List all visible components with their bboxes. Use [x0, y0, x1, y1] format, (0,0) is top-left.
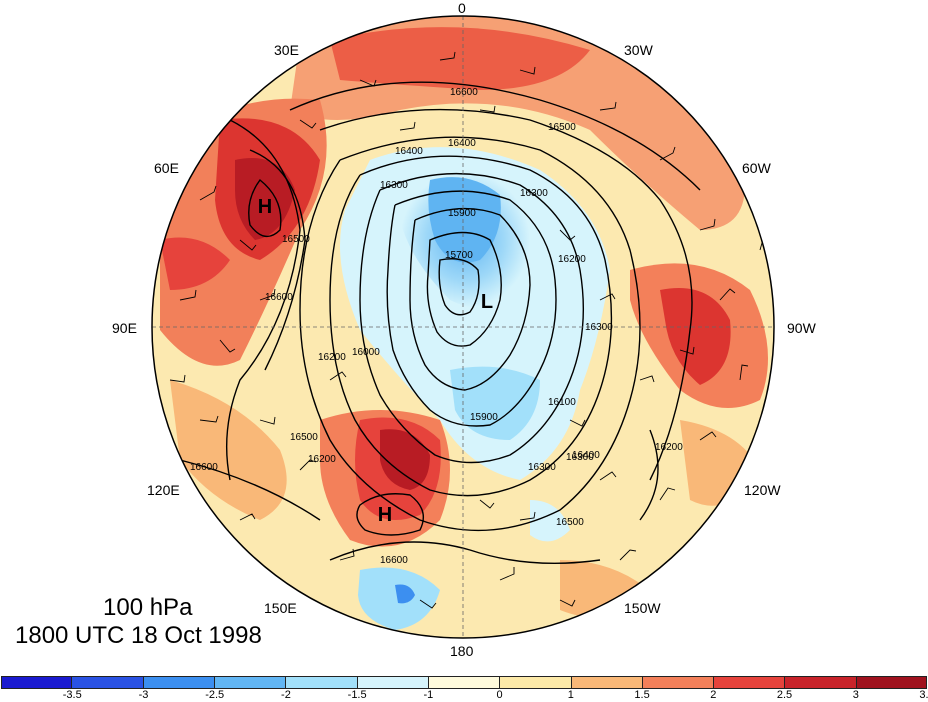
high-center-south: H	[378, 504, 392, 526]
contour-label: 16500	[282, 234, 310, 245]
contour-label: 16500	[556, 517, 584, 528]
colorbar-tick-label: -2.5	[205, 689, 225, 701]
geopotential-contours	[179, 81, 701, 565]
lon-label-90e: 90E	[112, 320, 137, 336]
contour-label: 16200	[558, 254, 586, 265]
contour-label: 16300	[528, 462, 556, 473]
colorbar-tick-label: -3.5	[62, 689, 82, 701]
contour-label: 16500	[548, 122, 576, 133]
colorbar-segment	[72, 676, 144, 689]
contour-label: 16200	[655, 442, 683, 453]
lon-label-30e: 30E	[274, 42, 299, 58]
contour-label: 15900	[448, 208, 476, 219]
contour-label: 15900	[470, 412, 498, 423]
colorbar-tick-label: 2	[710, 689, 717, 701]
colorbar-segment	[642, 676, 715, 689]
valid-time-title: 1800 UTC 18 Oct 1998	[15, 622, 262, 649]
colorbar-tick-label: 0	[496, 689, 503, 701]
contour-labels: 16600 16500 16400 16400 16300 16300 1590…	[190, 87, 683, 566]
lon-label-150w: 150W	[624, 600, 661, 616]
colorbar-segment	[428, 676, 501, 689]
contour-label: 16200	[318, 352, 346, 363]
colorbar-tick-label: -1	[423, 689, 434, 701]
map-border	[151, 15, 775, 639]
lon-label-90w: 90W	[787, 320, 816, 336]
contour-label: 16200	[308, 454, 336, 465]
colorbar-tick-label: 1.5	[634, 689, 650, 701]
lon-label-60w: 60W	[742, 160, 771, 176]
lon-label-180: 180	[450, 643, 474, 659]
lon-label-60e: 60E	[154, 160, 179, 176]
contour-label: 16100	[548, 397, 576, 408]
contour-label: 16300	[520, 188, 548, 199]
contour-label: 16300	[566, 452, 594, 463]
colorbar-tick-label: 3.5	[919, 689, 928, 701]
contour-label: 16400	[448, 138, 476, 149]
contour-label: 16300	[380, 180, 408, 191]
graticule	[152, 16, 774, 638]
colorbar-segment	[856, 676, 928, 689]
contour-label: 16000	[352, 347, 380, 358]
colorbar-segment	[571, 676, 643, 689]
colorbar-tick-label: -3	[138, 689, 149, 701]
lon-label-0: 0	[458, 0, 466, 16]
lon-label-120e: 120E	[147, 482, 180, 498]
contour-label: 15700	[445, 250, 473, 261]
colorbar-segment	[214, 676, 287, 689]
lon-label-120w: 120W	[744, 482, 781, 498]
colorbar-segment	[286, 676, 358, 689]
colorbar-tick-label: -2	[281, 689, 291, 701]
contour-label: 16400	[395, 146, 423, 157]
contour-label: 16600	[190, 462, 218, 473]
contour-label: 16600	[265, 292, 293, 303]
colorbar-tick-label: -1.5	[347, 689, 367, 701]
wind-barbs	[169, 51, 771, 609]
contour-label: 16500	[290, 432, 318, 443]
colorbar-tick-label: 3	[852, 689, 859, 701]
colorbar-segment	[785, 676, 857, 689]
lon-label-30w: 30W	[624, 42, 653, 58]
colorbar-tick-label: 1	[567, 689, 574, 701]
contour-label: 16600	[380, 555, 408, 566]
colorbar-segment	[1, 676, 73, 689]
lon-label-150e: 150E	[264, 600, 297, 616]
contour-label: 16400	[572, 450, 600, 461]
contour-label: 16600	[450, 87, 478, 98]
colorbar-segment	[143, 676, 215, 689]
colorbar-segment	[500, 676, 572, 689]
colorbar-segment	[357, 676, 429, 689]
contour-label: 16300	[585, 322, 613, 333]
colorbar-segment	[714, 676, 786, 689]
pressure-level-title: 100 hPa	[103, 594, 193, 621]
high-center-west: H	[258, 196, 272, 218]
colorbar	[1, 676, 928, 689]
low-center: L	[481, 291, 493, 313]
colorbar-frame	[1, 676, 927, 689]
temperature-anomaly-field	[160, 16, 768, 630]
colorbar-tick-label: 2.5	[776, 689, 793, 701]
